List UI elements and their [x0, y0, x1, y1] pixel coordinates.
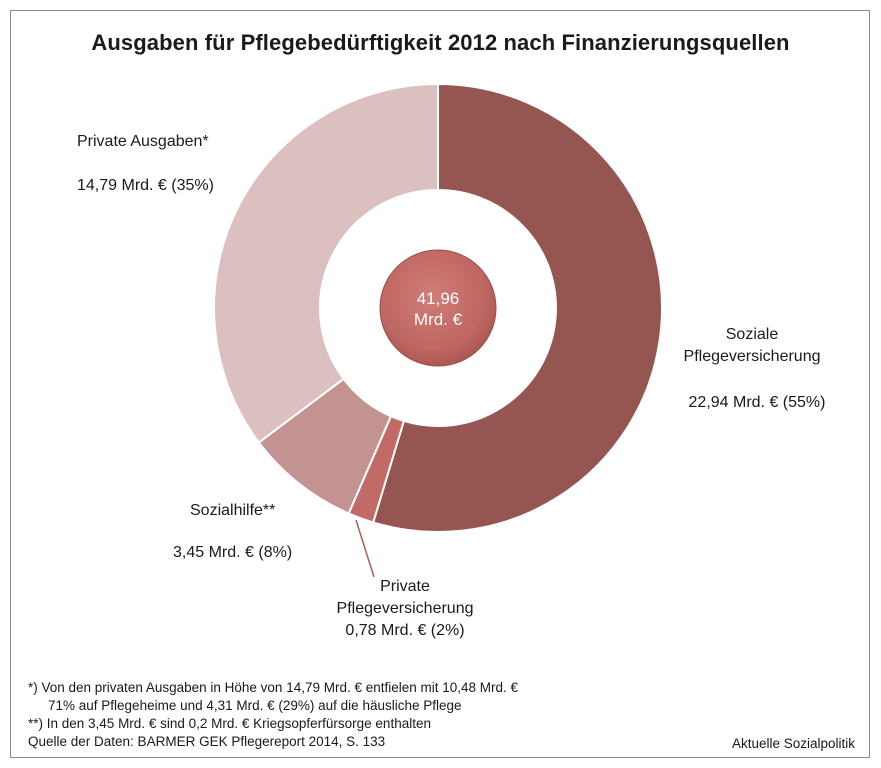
footnote-1-continued: 71% auf Pflegeheime und 4,31 Mrd. € (29%… — [48, 698, 462, 713]
value-private-pflegeversicherung: 0,78 Mrd. € (2%) — [345, 622, 465, 639]
label-private-ausgaben-name: Private Ausgaben* — [77, 133, 209, 150]
value-soziale-pflegeversicherung: 22,94 Mrd. € (55%) — [688, 394, 826, 411]
label-sozialhilfe-name: Sozialhilfe** — [190, 502, 276, 519]
total-circle — [379, 249, 497, 367]
label-soziale-line2: Pflegeversicherung — [683, 348, 821, 365]
brand-label: Aktuelle Sozialpolitik — [731, 736, 855, 751]
label-soziale-pflegeversicherung: Soziale Pflegeversicherung — [672, 324, 832, 368]
label-private-ausgaben: Private Ausgaben* — [77, 131, 209, 153]
label-ppv-line2: Pflegeversicherung — [336, 600, 474, 617]
label-sozialhilfe: Sozialhilfe** — [190, 500, 275, 522]
leader-line-private-pflegeversicherung — [355, 519, 375, 578]
slice-soziale-pflegeversicherung — [371, 82, 663, 533]
chart-title: Ausgaben für Pflegebedürftigkeit 2012 na… — [91, 30, 790, 55]
total-label: 41,96 Mrd. € — [388, 288, 488, 330]
label-ppv-line1: Private — [380, 578, 430, 595]
value-private-ausgaben: 14,79 Mrd. € (35%) — [77, 177, 214, 194]
total-unit: Mrd. € — [413, 310, 463, 329]
footnotes: *) Von den privaten Ausgaben in Höhe von… — [28, 679, 518, 751]
total-value: 41,96 — [416, 289, 460, 308]
label-soziale-line1: Soziale — [725, 326, 779, 343]
slice-private-ausgaben — [213, 82, 439, 444]
label-private-pflegeversicherung: Private Pflegeversicherung 0,78 Mrd. € (… — [315, 576, 495, 642]
footnote-1: *) Von den privaten Ausgaben in Höhe von… — [28, 680, 519, 695]
footnote-2: **) In den 3,45 Mrd. € sind 0,2 Mrd. € K… — [28, 716, 431, 731]
value-sozialhilfe: 3,45 Mrd. € (8%) — [173, 544, 293, 561]
source-note: Quelle der Daten: BARMER GEK Pflegerepor… — [28, 734, 386, 749]
